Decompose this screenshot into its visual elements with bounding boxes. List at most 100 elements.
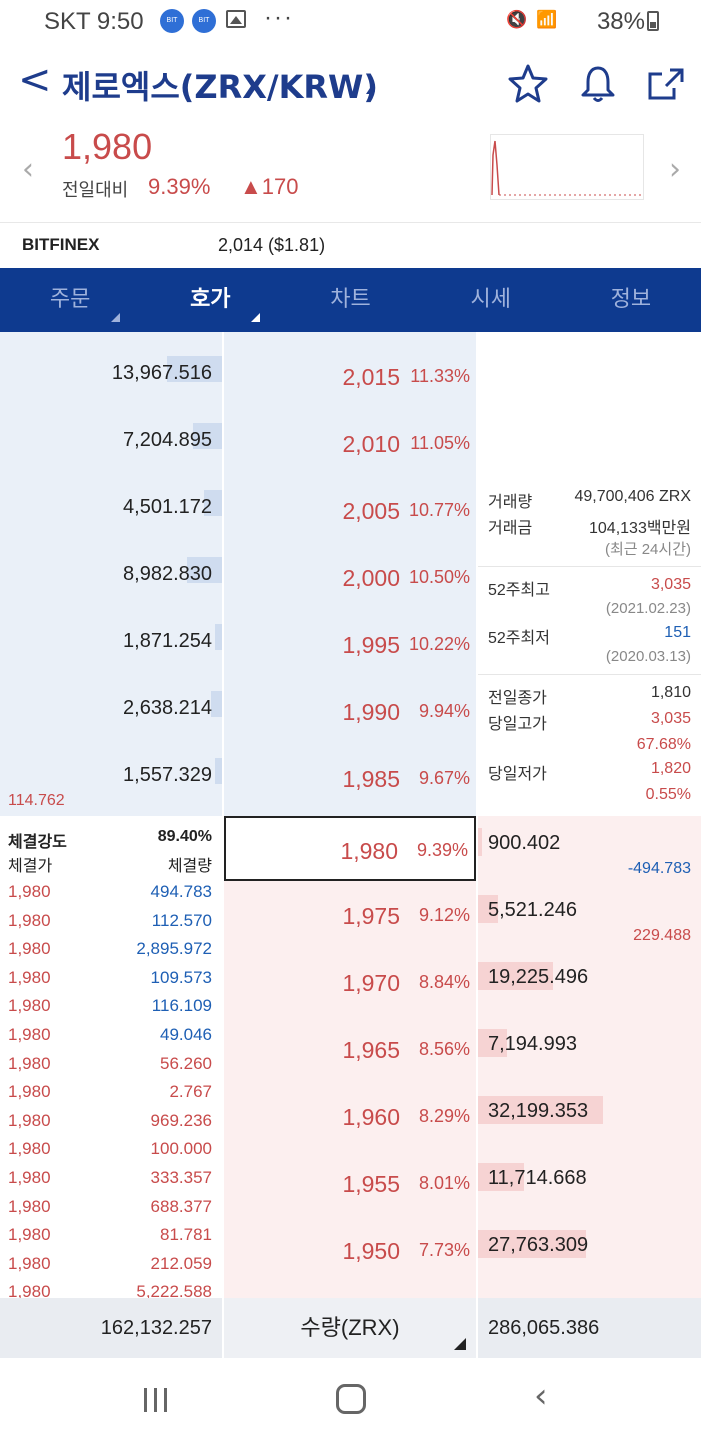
gallery-icon: [226, 10, 246, 28]
prev-close-value: 1,810: [650, 684, 691, 701]
tab-bar: 주문 호가 차트 시세 정보: [0, 268, 701, 332]
trade-row: 1,980 212.059: [0, 1250, 222, 1278]
ask-price-cell[interactable]: 2,005 10.77%: [224, 478, 476, 543]
prev-coin-icon[interactable]: ‹: [22, 152, 34, 187]
bid-rate: 9.12%: [418, 905, 470, 925]
bid-price-cell[interactable]: 1,975 9.12%: [224, 883, 476, 948]
prev-close-label: 전일종가: [488, 690, 547, 707]
bid-price-cell[interactable]: 1,960 8.29%: [224, 1084, 476, 1149]
ask-qty-cell[interactable]: 8,982.830: [0, 545, 222, 610]
ask-total: 162,132.257: [100, 1317, 212, 1339]
bid-qty-cell[interactable]: 5,521.246 229.488: [478, 883, 701, 948]
share-icon[interactable]: [644, 62, 688, 106]
trade-price: 1,980: [8, 1168, 51, 1187]
trade-volume: 333.357: [150, 1168, 212, 1187]
trade-price: 1,980: [8, 910, 51, 930]
bid-qty: 7,194.993: [488, 1033, 577, 1055]
bid-qty-cell[interactable]: 7,194.993: [478, 1017, 701, 1082]
ask-qty-cell[interactable]: 2,638.214: [0, 679, 222, 744]
next-coin-icon[interactable]: ›: [669, 152, 681, 187]
bid-depth-bar: [478, 1163, 524, 1191]
bid-rate: 8.29%: [418, 1106, 470, 1126]
trade-price: 1,980: [8, 1110, 51, 1130]
order-book[interactable]: 거래량 49,700,406 ZRX 거래금 104,133백만원 (최근 24…: [0, 332, 701, 1298]
bid-qty: 5,521.246: [488, 899, 577, 921]
current-price-cell[interactable]: 1,980 9.39%: [224, 816, 476, 881]
ask-change-note: 114.762: [8, 792, 65, 809]
ask-qty-cell[interactable]: 4,501.172: [0, 478, 222, 543]
tab-quotes[interactable]: 시세: [470, 287, 511, 312]
home-icon[interactable]: [336, 1384, 366, 1414]
tab-order[interactable]: 주문: [0, 268, 140, 332]
bid-price-cell[interactable]: 1,965 8.56%: [224, 1017, 476, 1082]
bid-qty-cell[interactable]: 27,763.309: [478, 1218, 701, 1283]
market-info-panel: 거래량 49,700,406 ZRX 거래금 104,133백만원 (최근 24…: [478, 332, 701, 816]
ask-depth-bar: [204, 490, 222, 516]
ask-price-cell[interactable]: 2,015 11.33%: [224, 344, 476, 409]
trade-volume: 2,895.972: [136, 939, 212, 959]
day-high-label: 당일고가: [488, 716, 547, 733]
volume-value: 49,700,406 ZRX: [574, 488, 691, 505]
star-icon[interactable]: [506, 62, 550, 106]
low52-value: 151: [664, 624, 691, 641]
ask-price-cell[interactable]: 1,990 9.94%: [224, 679, 476, 744]
ask-qty-cell[interactable]: 1,871.254: [0, 612, 222, 677]
trade-price: 1,980: [8, 1139, 51, 1159]
reference-price-row: BITFINEX 2,014 ($1.81): [0, 222, 701, 268]
ask-qty-cell[interactable]: 7,204.895: [0, 411, 222, 476]
trade-row: 1,980 333.357: [0, 1164, 222, 1192]
ask-depth-bar: [193, 423, 222, 449]
reference-exchange: BITFINEX: [22, 235, 100, 254]
ask-qty-cell[interactable]: 1,557.329: [0, 746, 222, 811]
bid-rate: 9.39%: [416, 840, 468, 860]
ask-price-cell[interactable]: 2,010 11.05%: [224, 411, 476, 476]
bid-qty-cell[interactable]: 32,199.353: [478, 1084, 701, 1149]
app-badge-icon: BIT: [160, 9, 184, 33]
trade-volume: 2.767: [169, 1082, 212, 1102]
ask-price-cell[interactable]: 2,000 10.50%: [224, 545, 476, 610]
trade-price: 1,980: [8, 1253, 51, 1273]
market-dropdown-icon[interactable]: [366, 82, 374, 94]
bid-price: 1,955: [342, 1171, 400, 1197]
tab-orderbook[interactable]: 호가: [140, 268, 280, 332]
ask-price: 2,015: [342, 364, 400, 390]
bid-qty: 19,225.496: [488, 966, 589, 988]
bid-price-cell[interactable]: 1,950 7.73%: [224, 1218, 476, 1283]
ask-depth-bar: [215, 624, 222, 650]
bid-qty-cell[interactable]: 11,714.668: [478, 1151, 701, 1216]
bid-qty-cell[interactable]: 900.402 -494.783: [478, 816, 701, 881]
trade-volume-header: 체결량: [167, 858, 212, 875]
unit-dropdown-icon: [454, 1338, 466, 1350]
low52-label: 52주최저: [488, 630, 550, 647]
bid-qty-cell[interactable]: 19,225.496: [478, 950, 701, 1015]
bid-price-cell[interactable]: 1,970 8.84%: [224, 950, 476, 1015]
ask-qty: 1,557.329: [123, 764, 212, 786]
tab-info[interactable]: 정보: [610, 287, 652, 312]
bell-icon[interactable]: [576, 62, 620, 106]
price-summary: ‹ 1,980 전일대비 9.39% ▲170 ›: [0, 122, 701, 222]
ask-qty-cell[interactable]: 13,967.516: [0, 344, 222, 409]
battery-icon: [647, 11, 659, 31]
prev-day-label: 전일대비: [62, 180, 129, 201]
trade-history[interactable]: 체결강도 89.40% 체결가 체결량 1,980 494.783 1,980 112…: [0, 816, 222, 1298]
back-icon[interactable]: <: [18, 57, 52, 103]
trade-row: 1,980 5,222.588: [0, 1278, 222, 1298]
tab-chart[interactable]: 차트: [330, 287, 371, 312]
ask-rate: 9.67%: [418, 768, 470, 788]
market-title[interactable]: 제로엑스(ZRX/KRW): [62, 68, 378, 106]
bid-price-cell[interactable]: 1,955 8.01%: [224, 1151, 476, 1216]
system-back-icon[interactable]: ‹: [534, 1376, 548, 1416]
trade-row: 1,980 81.781: [0, 1221, 222, 1249]
ask-price-cell[interactable]: 1,985 9.67%: [224, 746, 476, 811]
current-price: 1,980: [62, 126, 153, 167]
ask-rate: 10.22%: [408, 634, 470, 654]
trade-price: 1,980: [8, 1196, 51, 1216]
unit-selector[interactable]: 수량(ZRX): [224, 1298, 476, 1358]
trade-volume: 969.236: [150, 1110, 212, 1130]
system-nav-bar: ‹: [0, 1358, 701, 1440]
ask-price-cell[interactable]: 1,995 10.22%: [224, 612, 476, 677]
recent-apps-icon[interactable]: [136, 1382, 176, 1416]
bid-depth-bar: [478, 962, 553, 990]
mini-chart[interactable]: [490, 134, 644, 200]
ask-rate: 11.05%: [410, 433, 470, 453]
